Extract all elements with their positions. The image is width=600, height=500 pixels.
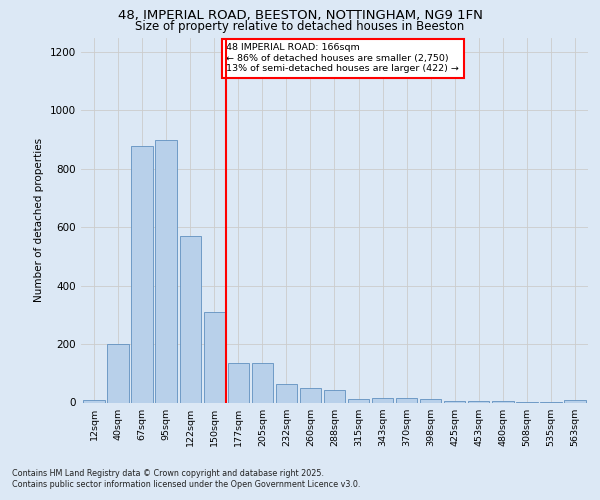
Bar <box>155 140 177 402</box>
Text: Size of property relative to detached houses in Beeston: Size of property relative to detached ho… <box>136 20 464 33</box>
Text: 48, IMPERIAL ROAD, BEESTON, NOTTINGHAM, NG9 1FN: 48, IMPERIAL ROAD, BEESTON, NOTTINGHAM, … <box>118 9 482 22</box>
Y-axis label: Number of detached properties: Number of detached properties <box>34 138 44 302</box>
Bar <box>299 388 321 402</box>
Bar <box>107 344 129 403</box>
Bar <box>372 398 394 402</box>
Text: 48 IMPERIAL ROAD: 166sqm
← 86% of detached houses are smaller (2,750)
13% of sem: 48 IMPERIAL ROAD: 166sqm ← 86% of detach… <box>226 44 459 73</box>
Bar <box>203 312 225 402</box>
Bar <box>323 390 346 402</box>
Bar <box>348 398 370 402</box>
Bar <box>251 363 273 403</box>
Bar <box>131 146 153 402</box>
Bar <box>420 399 442 402</box>
Bar <box>396 398 418 402</box>
Text: Contains public sector information licensed under the Open Government Licence v3: Contains public sector information licen… <box>12 480 361 489</box>
Bar <box>275 384 297 402</box>
Bar <box>227 363 249 403</box>
Text: Contains HM Land Registry data © Crown copyright and database right 2025.: Contains HM Land Registry data © Crown c… <box>12 469 324 478</box>
Bar <box>179 236 201 402</box>
Bar <box>83 400 105 402</box>
Bar <box>564 400 586 402</box>
